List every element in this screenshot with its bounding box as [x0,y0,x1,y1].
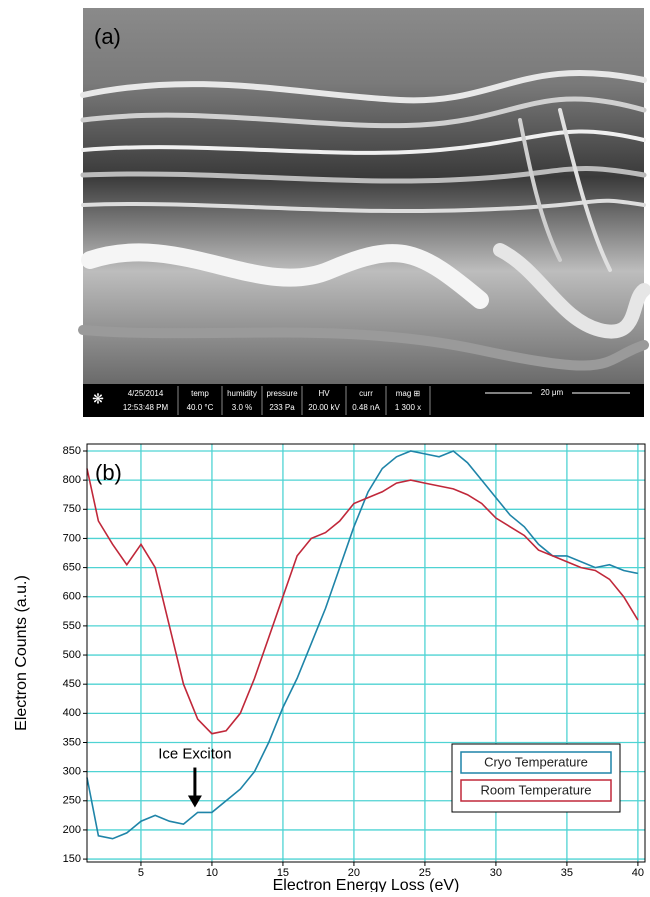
logo: ❋ [92,391,104,407]
info-value: 233 Pa [269,403,295,412]
plot-border [86,443,646,863]
info-value: 1 300 x [395,403,421,412]
info-value: 40.0 °C [187,403,214,412]
panel-label: (b) [95,460,122,485]
y-tick-label: 800 [63,474,81,486]
annotation: Ice Exciton [158,746,231,763]
legend-label: Cryo Temperature [484,754,588,769]
x-tick-label: 40 [632,867,644,879]
legend-label: Room Temperature [480,782,591,797]
info-label: 4/25/2014 [128,389,164,398]
scale-bar-gap [532,387,572,399]
sem-background [83,8,644,384]
x-tick-label: 15 [277,867,289,879]
y-tick-label: 200 [63,824,81,836]
info-label: mag ⊞ [396,389,421,398]
scale-bar-label: 20 μm [541,388,564,397]
legend-entry-box [460,779,612,802]
legend-entry-box [460,751,612,774]
chart: 150 200 250 300 350 400 450 500 550 600 650 700 750 8… [13,443,646,894]
info-value: 0.48 nA [352,403,380,412]
y-tick-label: 500 [63,649,81,661]
x-tick-label: 10 [206,867,218,879]
y-tick-label: 850 [63,445,81,457]
y-tick-label: 550 [63,620,81,632]
info-label: temp [191,389,209,398]
x-tick-label: 25 [419,867,431,879]
y-tick-label: 150 [63,853,81,865]
info-label: humidity [227,389,257,398]
x-tick-label: 5 [138,867,144,879]
info-label: curr [359,389,373,398]
info-value: 3.0 % [232,403,252,412]
x-axis-title: Electron Energy Loss (eV) [273,877,460,892]
x-tick-label: 30 [490,867,502,879]
info-value: 12:53:48 PM [123,403,169,412]
data-line [86,468,639,735]
y-tick-label: 350 [63,736,81,748]
x-tick-label: 20 [348,867,360,879]
y-tick-label: 600 [63,591,81,603]
data-line [86,450,639,840]
sem-texture [78,70,650,371]
y-axis-title: Electron Counts (a.u.) [13,575,30,731]
y-tick-label: 400 [63,707,81,719]
annotation-arrowhead [187,795,202,808]
info-fields: 4/25/2014 12:53:48 PM temp 40.0 °C humidity 3… [123,386,431,415]
info-label: pressure [266,389,298,398]
info-label: HV [318,389,330,398]
y-tick-label: 300 [63,766,81,778]
x-tick-label: 35 [561,867,573,879]
y-tick-label: 450 [63,678,81,690]
y-tick-label: 650 [63,561,81,573]
panel-label: (a) [94,24,121,49]
info-value: 20.00 kV [308,403,340,412]
y-tick-label: 750 [63,503,81,515]
sem-image: (a) ❋ 4/25/2014 12:53:48 PM temp 40.0 °C hum… [78,8,650,417]
y-tick-label: 250 [63,795,81,807]
y-tick-label: 700 [63,532,81,544]
